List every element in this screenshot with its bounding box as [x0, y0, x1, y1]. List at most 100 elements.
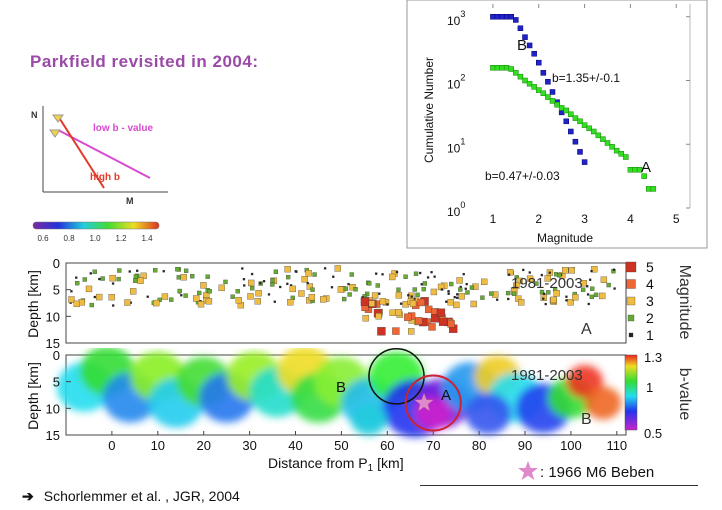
earthquake-marker	[157, 297, 162, 303]
magnitude-legend-swatch	[625, 261, 637, 273]
series-a-point	[526, 80, 533, 87]
panel-b-xtick-label: 90	[518, 438, 532, 453]
earthquake-marker	[599, 292, 606, 300]
earthquake-marker	[580, 287, 586, 292]
circle-a	[404, 374, 462, 432]
earthquake-marker	[495, 298, 499, 301]
earthquake-marker	[75, 276, 78, 279]
earthquake-marker	[606, 282, 611, 288]
earthquake-marker	[542, 292, 546, 296]
earthquake-marker	[162, 270, 165, 273]
earthquake-marker	[528, 271, 531, 274]
panel-b-ytick-label: 0	[53, 348, 60, 363]
earthquake-marker	[433, 275, 436, 278]
series-a-point	[499, 65, 505, 71]
earthquake-marker	[330, 286, 334, 289]
earthquake-marker	[516, 277, 523, 285]
series-a-point	[522, 77, 528, 84]
earthquake-marker	[137, 277, 144, 284]
series-a-point	[513, 70, 519, 76]
earthquake-marker	[407, 294, 410, 297]
earthquake-marker	[177, 288, 182, 294]
panel-b-xtick-label: 80	[472, 438, 486, 453]
earthquake-marker	[544, 302, 547, 306]
series-a-point	[627, 167, 634, 173]
earthquake-marker	[153, 299, 160, 307]
magnitude-legend-swatch	[628, 332, 634, 338]
panel-b-xlabel: Distance from P1 [km]	[268, 455, 404, 473]
earthquake-marker	[408, 328, 415, 335]
series-b-point	[549, 89, 556, 95]
panel-b-xtick-label: 10	[151, 438, 165, 453]
earthquake-marker	[425, 305, 433, 314]
panel-b-label: B	[581, 411, 592, 428]
series-a-point	[636, 167, 643, 173]
earthquake-marker	[534, 281, 539, 286]
earthquake-marker	[85, 285, 93, 293]
earthquake-marker	[136, 269, 139, 272]
series-a-point	[540, 90, 547, 96]
earthquake-marker	[422, 281, 428, 286]
panel-b-xtick-label: 70	[426, 438, 440, 453]
earthquake-marker	[241, 267, 244, 270]
earthquake-marker	[505, 290, 511, 296]
fmd-plot-area	[470, 4, 690, 208]
earthquake-marker	[306, 281, 309, 285]
earthquake-marker	[395, 309, 402, 316]
earthquake-marker	[421, 286, 426, 292]
panel-a-ylabel: Depth [km]	[25, 270, 41, 338]
series-a-point	[600, 136, 606, 142]
panel-b-title: 1981-2003	[511, 367, 583, 384]
earthquake-marker	[412, 287, 417, 292]
earthquake-marker	[481, 278, 488, 286]
earthquake-marker	[588, 278, 592, 281]
series-a-point	[490, 65, 496, 71]
earthquake-marker	[375, 283, 380, 288]
earthquake-marker	[176, 275, 181, 280]
magnitude-legend-swatch	[626, 279, 636, 289]
earthquake-marker	[440, 288, 444, 291]
series-b-point	[545, 79, 551, 85]
earthquake-marker	[557, 272, 562, 278]
earthquake-marker	[507, 273, 511, 276]
fmd-ylabel: Cumulative Number	[422, 57, 436, 163]
earthquake-marker	[250, 272, 254, 276]
earthquake-marker	[458, 293, 465, 300]
earthquake-marker	[306, 283, 314, 290]
panel-b-ytick-label: 10	[46, 401, 60, 416]
series-a-point	[545, 94, 551, 100]
earthquake-marker	[389, 309, 396, 316]
earthquake-marker	[183, 268, 189, 273]
earthquake-marker	[386, 303, 389, 306]
earthquake-marker	[379, 298, 387, 305]
earthquake-marker	[410, 295, 413, 298]
earthquake-marker	[82, 277, 87, 282]
b-value-schematic: N M low b - value high b 0.6 0.8 1.0 1.2 1.4	[31, 106, 168, 243]
earthquake-marker	[153, 268, 158, 273]
series-a-point	[503, 65, 510, 71]
earthquake-marker	[430, 288, 438, 296]
earthquake-marker	[396, 287, 401, 292]
panel-b-ylabel: Depth [km]	[25, 362, 41, 430]
panel-b-xtick-label: 60	[380, 438, 394, 453]
high-b-line	[57, 115, 105, 189]
circle-b-label: B	[336, 379, 346, 396]
earthquake-marker	[89, 272, 92, 275]
colorbar-tick-low: 0.5	[644, 426, 662, 441]
panel-a-label: A	[581, 321, 592, 338]
earthquake-marker	[109, 274, 116, 282]
earthquake-marker	[270, 277, 275, 283]
panel-a-ytick-label: 10	[46, 309, 60, 324]
earthquake-marker	[93, 295, 97, 299]
earthquake-marker	[301, 276, 308, 283]
earthquake-marker	[100, 276, 105, 281]
panel-b-xtick-label: 50	[334, 438, 348, 453]
earthquake-marker	[447, 290, 450, 293]
earthquake-marker	[197, 290, 202, 296]
legend-1966-text: : 1966 M6 Beben	[540, 464, 655, 481]
earthquake-marker	[453, 301, 460, 309]
panel-b-xtick-label: 20	[196, 438, 210, 453]
series-a-point	[604, 140, 611, 146]
series-b-point	[568, 128, 574, 135]
panel-a-title: 1981-2003	[511, 275, 583, 292]
